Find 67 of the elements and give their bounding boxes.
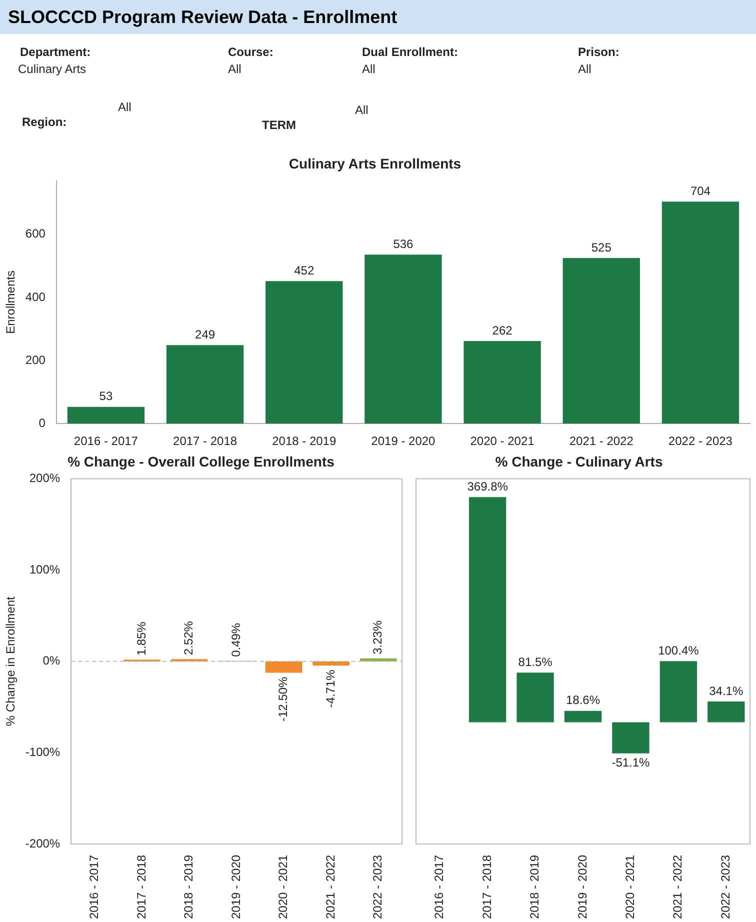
data-label: 100.4% — [658, 643, 700, 658]
data-label: 3.23% — [370, 620, 385, 654]
x-tick-label: 2016 - 2017 — [74, 434, 138, 448]
y-tick-label: 600 — [25, 226, 46, 241]
data-label: 249 — [195, 327, 216, 342]
y-tick-label: 0 — [38, 416, 46, 430]
x-tick-label: 2019 - 2020 — [575, 854, 590, 920]
data-label: 2.52% — [182, 620, 196, 656]
data-label: 81.5% — [518, 654, 553, 669]
text: Course: — [228, 45, 274, 59]
y-axis-title: Enrollments — [4, 270, 18, 334]
y-tick-label: 0% — [42, 654, 60, 668]
x-tick-label: 2020 - 2021 — [470, 434, 535, 448]
data-label: 536 — [393, 236, 414, 251]
x-tick-label: 2018 - 2019 — [528, 854, 542, 920]
text: Prison: — [578, 45, 620, 59]
x-tick-label: 2018 - 2019 — [272, 434, 336, 448]
text: All — [355, 103, 368, 117]
x-tick-label: 2020 - 2021 — [276, 854, 290, 920]
text: Culinary Arts — [18, 62, 86, 76]
data-label: -51.1% — [612, 756, 650, 770]
y-tick-label: -100% — [25, 744, 60, 759]
x-tick-label: 2017 - 2018 — [134, 854, 148, 920]
text: All — [578, 62, 592, 76]
chart-title: Culinary Arts Enrollments — [288, 155, 462, 172]
x-tick-label: 2022 - 2023 — [718, 854, 732, 920]
y-tick-label: 200% — [29, 471, 60, 486]
text: All — [362, 62, 376, 76]
data-label: 53 — [99, 389, 113, 404]
text: All — [228, 62, 242, 76]
data-label: -4.71% — [323, 669, 338, 708]
x-tick-label: 2021 - 2022 — [670, 854, 685, 920]
data-label: 1.85% — [134, 621, 148, 656]
data-label: 18.6% — [566, 693, 600, 708]
x-tick-label: 2022 - 2023 — [370, 854, 385, 920]
x-tick-label: 2018 - 2019 — [182, 854, 196, 920]
y-tick-label: 200 — [25, 352, 46, 367]
text: Dual Enrollment: — [362, 45, 458, 59]
chart-title: % Change - Overall College Enrollments — [68, 453, 335, 470]
x-tick-label: 2022 - 2023 — [668, 434, 733, 448]
y-axis-title: % Change in Enrollment — [4, 596, 18, 726]
text: Region: — [22, 115, 67, 129]
text: TERM — [262, 118, 296, 132]
data-label: -12.50% — [276, 676, 290, 722]
x-tick-label: 2021 - 2022 — [323, 854, 338, 920]
x-tick-label: 2020 - 2021 — [623, 854, 638, 920]
x-tick-label: 2017 - 2018 — [173, 434, 238, 448]
data-label: 262 — [492, 323, 513, 338]
chart-title: % Change - Culinary Arts — [495, 453, 663, 470]
y-tick-label: 400 — [25, 290, 46, 304]
data-label: 704 — [690, 184, 711, 198]
data-label: 452 — [294, 263, 314, 278]
x-tick-label: 2021 - 2022 — [569, 434, 634, 448]
data-label: 369.8% — [467, 479, 508, 494]
data-label: 34.1% — [709, 684, 744, 698]
text: SLOCCCD Program Review Data - Enrollment — [0, 0, 756, 34]
x-tick-label: 2019 - 2020 — [371, 434, 436, 448]
x-tick-label: 2016 - 2017 — [432, 854, 446, 920]
data-label: 0.49% — [228, 622, 243, 657]
text: All — [118, 100, 132, 114]
data-label: 525 — [591, 240, 612, 254]
y-tick-label: 100% — [29, 562, 60, 576]
x-tick-label: 2017 - 2018 — [480, 854, 494, 920]
x-tick-label: 2016 - 2017 — [87, 854, 102, 920]
x-tick-label: 2019 - 2020 — [228, 854, 243, 920]
y-tick-label: -200% — [25, 836, 60, 850]
text: Department: — [20, 45, 91, 59]
